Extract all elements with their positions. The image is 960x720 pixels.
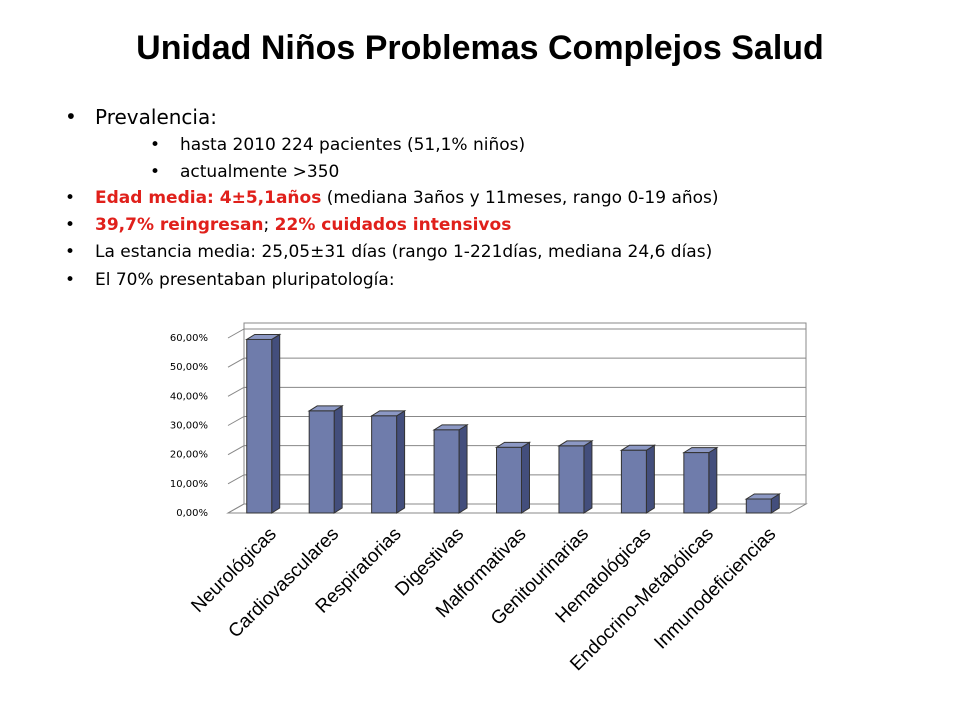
bullet-dot: •	[65, 242, 75, 262]
bar	[433, 429, 460, 514]
bullet-segment: Prevalencia:	[95, 105, 217, 129]
bullet-segment: (mediana 3años y 11meses, rango 0-19 año…	[321, 188, 718, 208]
bullet-segment: actualmente >350	[180, 162, 339, 182]
grid-line	[227, 357, 806, 368]
bullet-segment: 39,7% reingresan	[95, 215, 264, 235]
grid-line	[227, 445, 806, 456]
bar	[308, 410, 335, 514]
x-tick-label: Inmunodeficiencias	[650, 524, 780, 654]
bullet-segment: ;	[264, 215, 275, 235]
bullet-text: El 70% presentaban pluripatología:	[95, 270, 395, 290]
bullet-dot: •	[65, 105, 77, 129]
bar	[246, 338, 273, 514]
bullet-text: actualmente >350	[180, 162, 339, 182]
bar-side	[333, 405, 343, 514]
bullet-dot: •	[150, 162, 160, 182]
bullet-dot: •	[150, 135, 160, 155]
bullet-dot: •	[65, 188, 75, 208]
bullet-segment: Edad media: 4±5,1años	[95, 188, 321, 208]
bar-side	[708, 446, 718, 514]
bullet-dot: •	[65, 215, 75, 235]
bar	[558, 445, 585, 514]
y-tick-label: 0,00%	[176, 508, 208, 519]
y-tick-label: 30,00%	[170, 421, 208, 432]
bar-side	[458, 423, 468, 514]
bar	[496, 446, 522, 514]
bar	[745, 498, 772, 514]
bullet-segment: hasta 2010 224 pacientes (51,1% niños)	[180, 135, 525, 155]
chart: 0,00% 10,00% 20,00% 30,00% 40,00% 50,00% 60,00…	[170, 322, 808, 675]
y-tick-label: 60,00%	[170, 333, 208, 344]
grid-line	[227, 416, 806, 426]
grid-line	[227, 328, 806, 339]
y-tick-label: 50,00%	[170, 362, 208, 373]
x-tick-label: Cardiovasculares	[225, 524, 344, 643]
grid-line	[227, 386, 806, 397]
grid-line	[227, 503, 806, 514]
bar-side	[396, 409, 406, 514]
bullet-dot: •	[65, 270, 75, 290]
y-tick-label: 40,00%	[170, 391, 208, 402]
bar	[371, 415, 398, 514]
bullet-text: Prevalencia:	[95, 105, 217, 129]
bullet-segment: El 70% presentaban pluripatología:	[95, 270, 395, 290]
bullet-segment: 22% cuidados intensivos	[275, 215, 512, 235]
y-tick-label: 10,00%	[170, 479, 208, 490]
bullet-text: hasta 2010 224 pacientes (51,1% niños)	[180, 135, 525, 155]
bar-side	[271, 333, 281, 514]
bullet-segment: La estancia media: 25,05±31 días (rango …	[95, 242, 712, 262]
bullet-text: La estancia media: 25,05±31 días (rango …	[95, 242, 712, 262]
bullet-text: Edad media: 4±5,1años (mediana 3años y 1…	[95, 188, 719, 208]
bullet-list: • Prevalencia: • hasta 2010 224 pacientes (…	[65, 105, 719, 291]
bar	[620, 449, 647, 514]
grid-line	[227, 474, 806, 485]
bar-side	[645, 444, 655, 514]
bar-side	[520, 441, 530, 514]
bullet-text: 39,7% reingresan; 22% cuidados intensivo…	[95, 215, 511, 235]
bar	[683, 452, 710, 514]
slide-title: Unidad Niños Problemas Complejos Salud	[136, 29, 824, 67]
y-tick-label: 20,00%	[170, 450, 208, 461]
bar-side	[583, 440, 593, 514]
